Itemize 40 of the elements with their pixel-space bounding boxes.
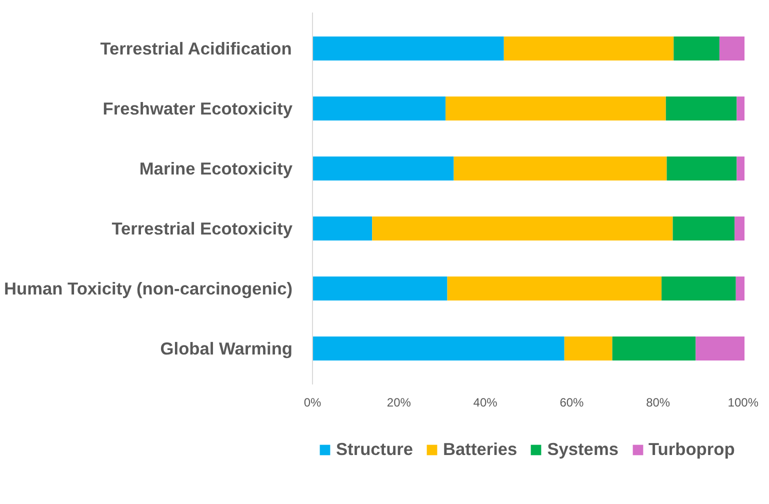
bar: [312, 36, 504, 60]
x-tick-label: 100%: [728, 396, 759, 410]
bar: [504, 36, 674, 60]
bar: [312, 216, 372, 240]
bar: [312, 276, 448, 300]
bar: [734, 216, 744, 240]
legend-label: Systems: [547, 439, 618, 460]
y-tick-label: Global Warming: [160, 338, 293, 358]
x-tick-label: 0%: [304, 396, 322, 410]
y-tick-label: Terrestrial Acidification: [100, 38, 292, 58]
legend-label: Turboprop: [648, 439, 735, 460]
bar: [674, 36, 720, 60]
legend-label: Batteries: [443, 439, 518, 460]
bar: [612, 336, 696, 360]
x-tick-label: 20%: [386, 396, 412, 410]
bar: [696, 336, 744, 360]
bar: [454, 156, 667, 180]
bar: [312, 96, 446, 120]
bar: [564, 336, 612, 360]
legend-label: Structure: [336, 439, 414, 460]
bar: [736, 276, 744, 300]
x-tick-label: 40%: [473, 396, 498, 410]
y-tick-label: Human Toxicity (non-carcinogenic): [4, 278, 293, 298]
bar: [672, 216, 735, 240]
bar: [372, 216, 673, 240]
y-tick-label: Freshwater Ecotoxicity: [102, 98, 293, 118]
bar: [666, 96, 737, 120]
x-tick-label: 60%: [560, 396, 584, 410]
bar: [736, 96, 744, 120]
x-tick-label: 80%: [646, 396, 670, 410]
y-tick-label: Terrestrial Ecotoxicity: [112, 218, 293, 238]
bar: [719, 36, 744, 60]
bar: [447, 276, 662, 300]
bar: [662, 276, 736, 300]
bar: [736, 156, 744, 180]
bar: [446, 96, 666, 120]
bar: [312, 156, 454, 180]
y-tick-label: Marine Ecotoxicity: [139, 158, 293, 178]
bar: [312, 336, 564, 360]
bar: [666, 156, 737, 180]
